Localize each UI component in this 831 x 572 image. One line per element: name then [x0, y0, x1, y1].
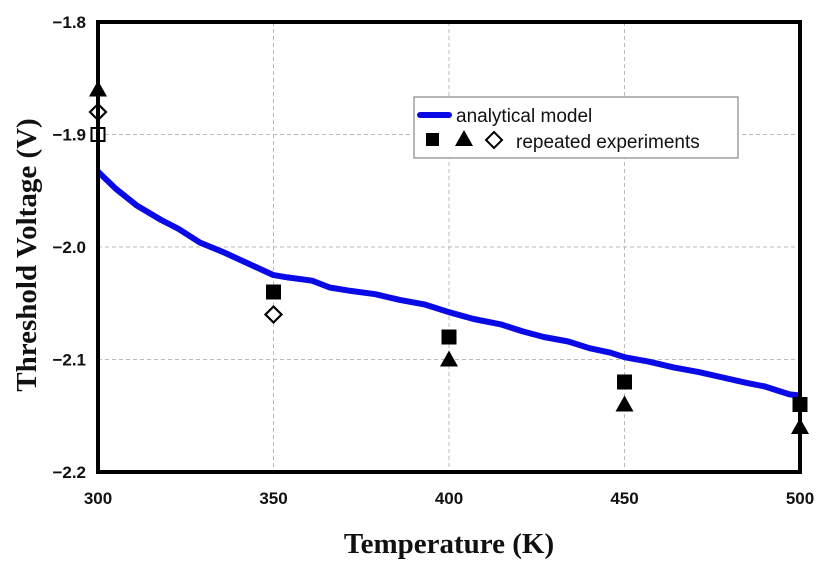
y-axis-title: Threshold Voltage (V) — [11, 118, 43, 391]
triangle-marker — [615, 395, 634, 412]
x-tick-label: 450 — [610, 489, 638, 508]
square-marker — [617, 374, 632, 390]
legend-label-repeated-experiments: repeated experiments — [516, 132, 700, 153]
y-tick-label: −2.2 — [52, 463, 86, 482]
legend-diamond-marker-icon — [484, 130, 504, 150]
y-tick-label: −2.1 — [52, 351, 86, 370]
plot-frame — [96, 20, 802, 474]
x-tick-label: 300 — [84, 489, 112, 508]
legend-triangle-marker-icon — [455, 130, 473, 146]
x-tick-label: 400 — [435, 489, 463, 508]
y-tick-label: −1.8 — [52, 13, 86, 32]
legend-label-analytical-model: analytical model — [456, 106, 592, 127]
legend-box — [413, 96, 739, 159]
tick-labels: 300 350 400 450 500 −1.8 −1.9 −2.0 −2.1 −2.2 — [52, 13, 814, 508]
x-tick-label: 500 — [786, 489, 814, 508]
square-marker — [441, 329, 457, 345]
x-axis-title: Temperature (K) — [344, 528, 554, 560]
legend-square-marker-icon — [426, 133, 439, 146]
diamond-marker — [263, 304, 284, 325]
analytical-model-line — [95, 169, 801, 399]
y-tick-label: −1.9 — [52, 126, 86, 145]
y-tick-label: −2.0 — [52, 238, 86, 257]
square-marker — [266, 284, 281, 300]
triangle-marker — [440, 350, 458, 367]
x-tick-label: 350 — [259, 489, 287, 508]
legend: analytical model repeated experiments — [413, 96, 739, 159]
